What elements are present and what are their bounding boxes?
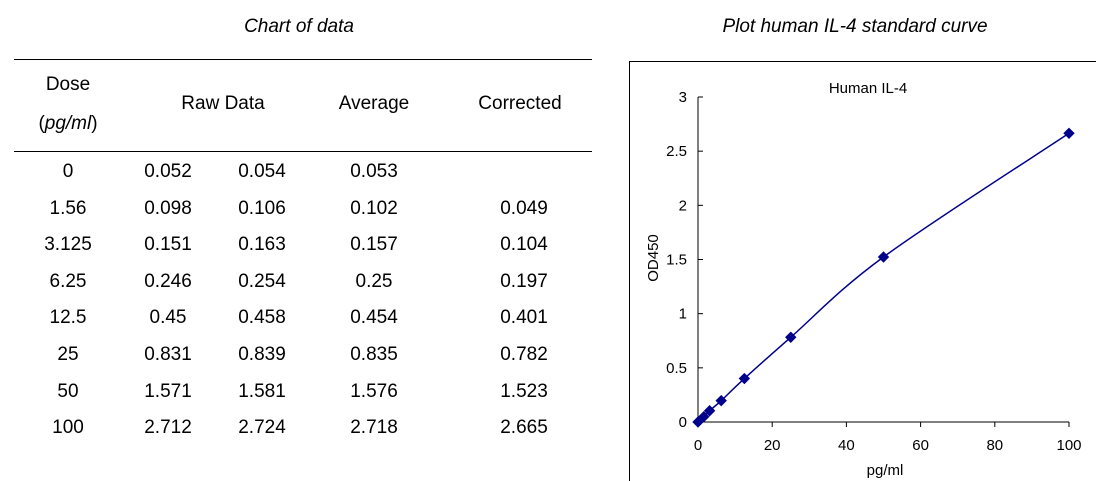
chart-title: Human IL-4 — [829, 80, 907, 97]
cell-dose: 0 — [62, 161, 74, 182]
y-tick-label: 3 — [679, 89, 687, 106]
cell-raw1: 0.151 — [144, 234, 192, 256]
data-point-marker — [877, 251, 890, 263]
cell-raw2: 2.724 — [238, 417, 286, 439]
x-tick-label: 0 — [694, 437, 702, 454]
cell-raw1: 0.45 — [149, 307, 187, 329]
chart-heading: Plot human IL-4 standard curve — [722, 16, 988, 37]
table-header-rule — [14, 151, 592, 152]
x-axis-label: pg/ml — [867, 462, 904, 479]
cell-raw1: 1.571 — [144, 380, 192, 402]
cell-raw2: 0.054 — [238, 161, 286, 182]
cell-corrected: 0.782 — [500, 344, 548, 365]
x-tick-label: 80 — [986, 437, 1003, 454]
header-corrected: Corrected — [478, 93, 562, 114]
series-line — [697, 132, 1070, 423]
cell-dose: 25 — [57, 344, 79, 365]
x-tick-label: 20 — [764, 437, 781, 454]
cell-raw2: 0.839 — [238, 344, 286, 365]
data-point-marker — [692, 416, 704, 428]
cell-raw1: 0.831 — [144, 344, 192, 365]
cell-dose: 12.5 — [49, 307, 87, 329]
data-point-marker — [1063, 127, 1075, 139]
header-dose-unit: (pg/ml) — [38, 113, 98, 134]
cell-raw2: 0.106 — [238, 197, 286, 219]
cell-raw2: 0.254 — [238, 270, 286, 292]
cell-raw1: 0.052 — [144, 161, 192, 182]
cell-raw2: 0.163 — [238, 234, 286, 256]
cell-corrected: 0.197 — [500, 270, 548, 292]
cell-dose: 3.125 — [44, 234, 92, 256]
y-tick-label: 0.5 — [666, 360, 687, 377]
data-point-marker — [715, 394, 727, 407]
cell-average: 0.053 — [350, 161, 398, 182]
cell-dose: 6.25 — [49, 270, 87, 292]
cell-raw1: 0.098 — [144, 197, 192, 219]
cell-average: 0.835 — [350, 344, 398, 365]
x-tick-label: 100 — [1056, 437, 1081, 454]
x-tick-label: 60 — [912, 437, 929, 454]
cell-average: 2.718 — [350, 417, 398, 439]
cell-corrected: 0.104 — [500, 234, 548, 256]
cell-average: 1.576 — [350, 380, 398, 402]
y-tick-label: 2 — [679, 197, 687, 214]
data-point-marker — [738, 372, 751, 385]
table-title: Chart of data — [244, 16, 354, 37]
header-raw-data: Raw Data — [181, 93, 265, 114]
cell-raw2: 1.581 — [238, 380, 286, 402]
cell-corrected: 2.665 — [500, 417, 548, 439]
cell-average: 0.25 — [355, 270, 393, 292]
y-tick-label: 2.5 — [666, 143, 687, 160]
cell-dose: 50 — [57, 380, 79, 402]
header-average: Average — [338, 93, 410, 114]
cell-dose: 100 — [52, 417, 84, 439]
cell-raw1: 0.246 — [144, 270, 192, 292]
cell-dose: 1.56 — [49, 197, 87, 219]
data-point-marker — [703, 405, 716, 417]
y-tick-label: 1 — [679, 306, 687, 323]
y-tick-label: 0 — [679, 414, 687, 431]
table-top-rule — [14, 59, 592, 60]
y-axis-label: OD450 — [645, 234, 662, 282]
cell-average: 0.102 — [350, 197, 398, 219]
cell-corrected: 1.523 — [500, 380, 548, 402]
data-point-marker — [698, 410, 710, 423]
header-dose: Dose — [45, 74, 91, 95]
cell-average: 0.454 — [350, 307, 398, 329]
data-point-marker — [785, 331, 797, 343]
chart-frame — [629, 61, 1096, 481]
cell-corrected: 0.401 — [500, 307, 548, 329]
cell-average: 0.157 — [350, 234, 398, 256]
x-tick-label: 40 — [838, 437, 855, 454]
cell-raw1: 2.712 — [144, 417, 192, 439]
y-tick-label: 1.5 — [666, 252, 687, 269]
cell-corrected: 0.049 — [500, 197, 548, 219]
cell-raw2: 0.458 — [238, 307, 286, 329]
